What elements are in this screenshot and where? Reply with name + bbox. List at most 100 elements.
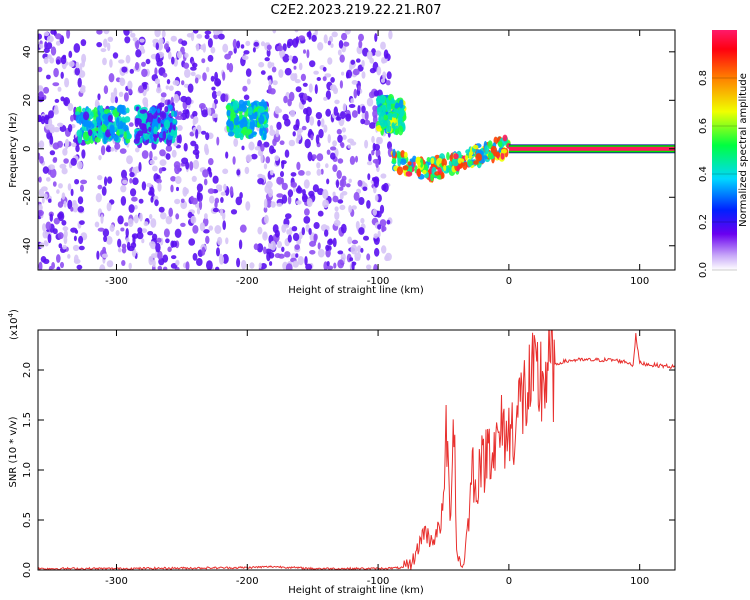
spectrogram-cell [230,111,236,119]
spectrogram-cell [46,74,51,80]
spectrogram-cell [220,191,226,196]
spectrogram-cell [97,93,101,101]
x-tick-label: 100 [630,576,649,587]
spectrogram-cell [245,154,253,163]
spectrogram-cell [128,262,132,270]
spectrogram-cell [436,174,442,180]
spectrogram-cell [287,189,294,198]
spectrogram-cell [308,190,315,197]
spectrogram-cell [62,148,68,156]
spectrogram-cell [94,127,99,132]
snr-plot-area [38,330,675,570]
y-tick-label: -20 [22,189,33,205]
spectrogram-cell [249,119,256,130]
spectrogram-cell [325,163,329,169]
spectrogram-cell [351,80,358,85]
spectrogram-cell [155,242,161,253]
spectrogram-cell [331,31,338,38]
spectrogram-cell [232,103,238,111]
spectrogram-cell [260,70,266,75]
spectrogram-cell [275,128,280,138]
spectrogram-cell [318,128,324,139]
spectrogram-cell [358,227,365,235]
spectrogram-cell [141,238,145,244]
spectrogram-cell [372,109,378,119]
spectrogram-cell [338,40,344,49]
spectrogram-cell [202,169,209,178]
spectrogram-cell [464,155,468,161]
spectrogram-cell [339,80,343,89]
spectrogram-cell [192,117,196,127]
spectrogram-cell [176,186,179,192]
snr-y-label: SNR (10 * v/v) [8,416,19,487]
spectrogram-cell [196,34,203,39]
spectrogram-cell [42,166,49,174]
spectrogram-cell [249,262,255,269]
spectrogram-cell [165,153,171,160]
spectrogram-cell [157,108,161,114]
spectrogram-cell [78,245,85,251]
spectrogram-cell [452,157,459,167]
spectrogram-cell [117,238,122,248]
spectrogram-cell [43,86,50,94]
snr-x-label: Height of straight line (km) [288,585,424,596]
spectrogram-cell [145,58,151,65]
spectrogram-cell [203,229,210,234]
spectrogram-cell [258,114,265,125]
spectrogram-cell [196,207,201,215]
spectrogram-cell [332,164,338,173]
spectrogram-cell [244,166,250,175]
spectrogram-cell [201,109,209,118]
spectrogram-cell [125,228,129,238]
spectrogram-cell [171,149,177,158]
spectrogram-cell [333,262,337,269]
spectrogram-cell [382,71,387,80]
spectrogram-cell [127,218,134,228]
spectrogram-cell [56,254,61,263]
spectrogram-cell [236,169,241,176]
spectrogram-cell [39,43,44,49]
spectrogram-cell [375,50,382,57]
spectrogram-cell [49,150,56,156]
spectrogram-cell [105,129,111,138]
spectrogram-cell [392,148,396,157]
spectrogram-cell [70,227,78,233]
spectrogram-cell [191,175,197,182]
spectrogram-cell [308,83,313,93]
spectrogram-cell [202,72,207,82]
spectrogram-cell [103,38,108,48]
spectrogram-cell [292,232,300,242]
spectrogram-cell [243,50,250,55]
spectrogram-cell [235,196,243,206]
spectrogram-cell [322,189,329,200]
spectrogram-cell [61,192,66,200]
spectrogram-cell [309,60,316,68]
spectrogram-cell [215,266,220,270]
spectrogram-cell [181,40,188,46]
spectrogram-cell [42,223,47,232]
spectrogram-cell [49,135,54,145]
spectrogram-cell [182,109,189,115]
spectrogram-cell [216,247,220,257]
spectrogram-cell [77,77,82,88]
spectrogram-cell [104,176,108,187]
spectrogram-cell [67,254,71,259]
spectrogram-cell [96,250,100,260]
spectrogram-cell [281,177,284,185]
spectrogram-cell [242,55,249,60]
spectrogram-cell [175,176,182,184]
spectrogram-cell [190,215,197,224]
spectrogram-cell [160,92,167,98]
spectrogram-cell [163,228,170,238]
spectrogram-cell [402,165,409,171]
spectrogram-cell [334,206,339,212]
spectrogram-cell [300,73,306,82]
spectrogram-cell [320,168,324,175]
spectrogram-cell [43,31,50,37]
spectrogram-cell [57,122,64,128]
spectrogram-cell [386,112,394,120]
spectrogram-cell [81,149,86,159]
spectrogram-cell [142,97,149,106]
spectrogram-cell [73,254,79,264]
spectrogram-cell [141,150,149,159]
